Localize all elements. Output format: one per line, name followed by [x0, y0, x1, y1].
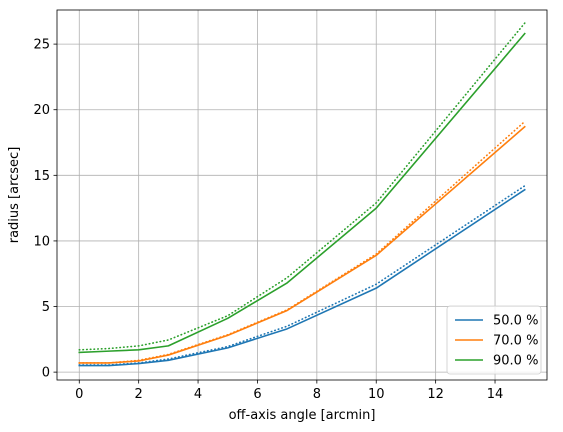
- series-line-4: [78, 32, 526, 354]
- dotted-series-line-5: [78, 22, 526, 351]
- x-tick-label: 6: [253, 387, 261, 402]
- y-tick-label: 0: [42, 366, 50, 381]
- y-tick-label: 15: [33, 169, 50, 184]
- y-tick-label: 5: [42, 300, 50, 315]
- y-axis-label: radius [arcsec]: [7, 147, 22, 244]
- x-tick-label: 2: [135, 387, 143, 402]
- x-tick-label: 14: [487, 387, 504, 402]
- legend-label: 50.0 %: [493, 314, 538, 329]
- x-tick-label: 4: [194, 387, 202, 402]
- dotted-series-line-3: [78, 120, 526, 364]
- x-tick-label: 10: [368, 387, 385, 402]
- series-line-0: [78, 188, 526, 367]
- legend-box: [446, 305, 542, 375]
- x-tick-label: 0: [75, 387, 83, 402]
- y-tick-label: 10: [33, 234, 50, 249]
- legend: 50.0 % 70.0 % 90.0 %: [446, 305, 542, 375]
- plot-frame: [56, 9, 548, 381]
- y-tick-label: 20: [33, 103, 50, 118]
- legend-label: 90.0 %: [493, 354, 538, 369]
- y-tick-label: 25: [33, 38, 50, 53]
- ticks: 0 2 4 6 8 10 12 14 0 5 10 15 20 25: [33, 38, 503, 402]
- x-axis-label: off-axis angle [arcmin]: [229, 408, 376, 423]
- x-tick-label: 8: [313, 387, 321, 402]
- series-layer: [78, 22, 526, 367]
- series-line-2: [78, 125, 526, 364]
- legend-label: 70.0 %: [493, 334, 538, 349]
- x-tick-label: 12: [427, 387, 444, 402]
